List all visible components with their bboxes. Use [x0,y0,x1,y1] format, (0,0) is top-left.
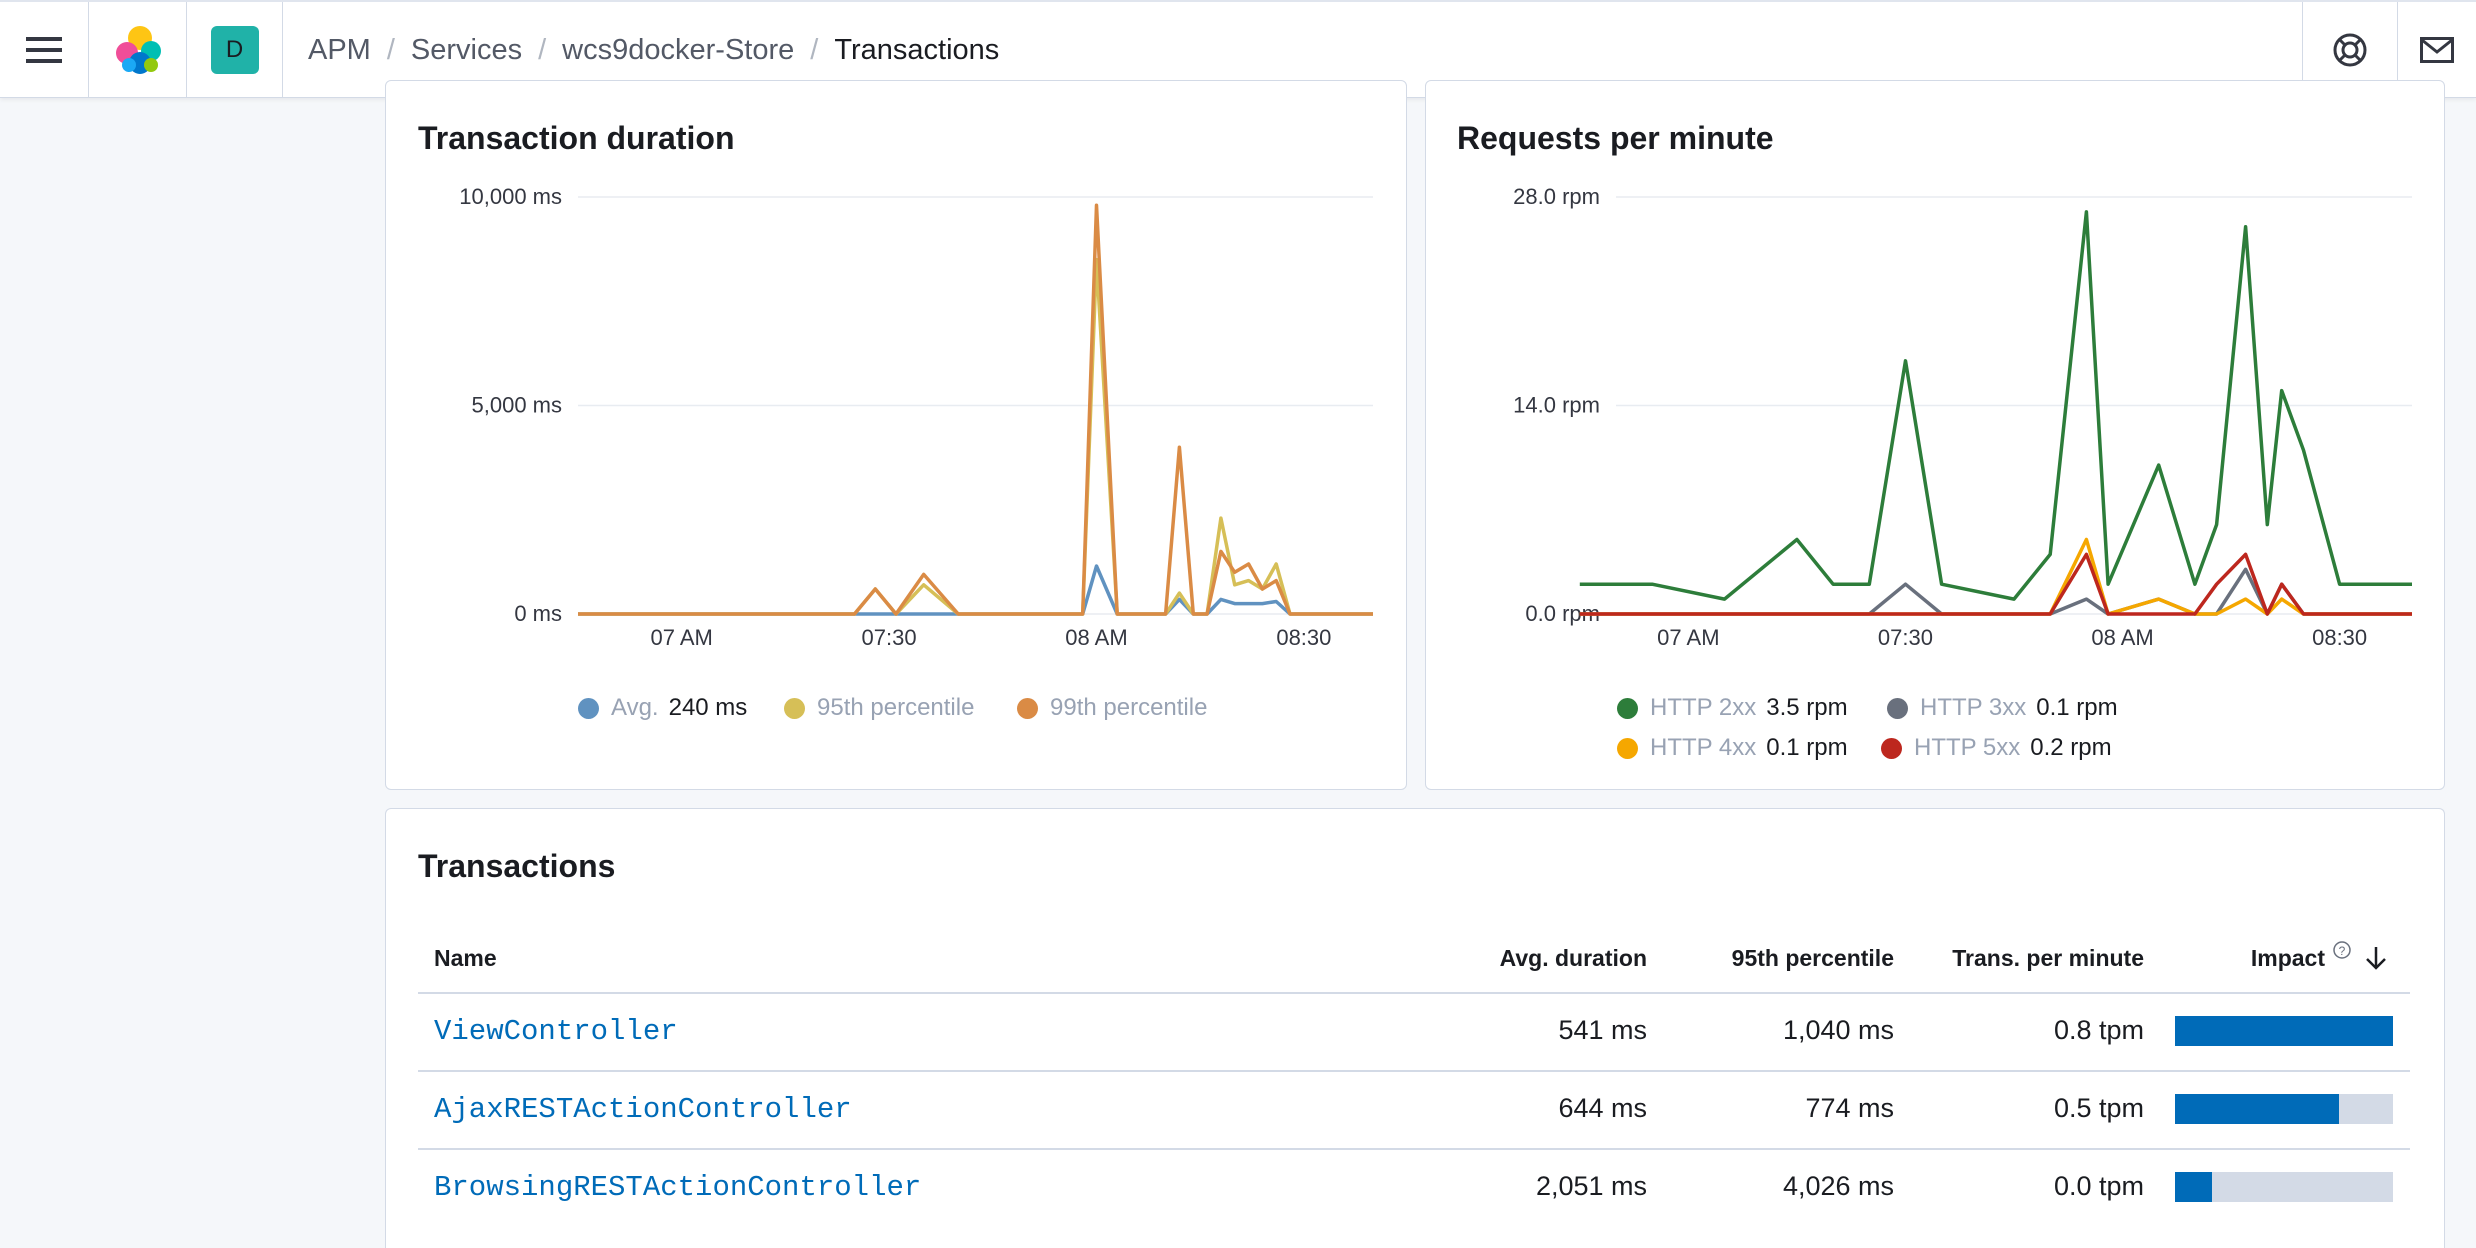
legend-value: 3.5 rpm [1766,694,1848,721]
breadcrumb-services[interactable]: Services [410,33,523,66]
y-tick-label: 5,000 ms [472,393,563,418]
legend-value: 0.2 rpm [2030,734,2112,761]
transaction-name-link[interactable]: AjaxRESTActionController [434,1093,852,1126]
mail-icon [2420,37,2454,63]
legend-item-http-2xx[interactable]: HTTP 2xx 3.5 rpm [1617,694,1848,722]
legend-item-avg[interactable]: Avg. 240 ms [578,694,747,722]
x-tick-label: 07:30 [1878,625,1933,650]
transaction-duration-chart[interactable]: 10,000 ms 5,000 ms 0 ms 07 AM 07:30 08 AM 08:3… [385,160,1407,660]
menu-button[interactable] [0,2,88,98]
series-line-http-4xx[interactable] [1579,537,2412,616]
impact-bar-fill [2175,1094,2339,1124]
x-tick-label: 08:30 [2312,625,2367,650]
series-line-99th-percentile[interactable] [578,203,1373,616]
elastic-logo [115,26,161,74]
legend-label: HTTP 3xx [1920,694,2027,721]
http-3xx-color-dot [1887,697,1908,719]
column-header-95th-percentile[interactable]: 95th percentile [1731,945,1894,971]
legend-item-p99[interactable]: 99th percentile [1017,694,1217,722]
avg-color-dot [578,697,599,719]
x-tick-label: 08 AM [1065,625,1127,650]
x-tick-label: 08 AM [2091,625,2153,650]
legend-item-p95[interactable]: 95th percentile [784,694,984,722]
newsfeed-button[interactable] [2398,2,2476,98]
x-tick-label: 07 AM [1657,625,1719,650]
transactions-title: Transactions [418,848,616,884]
header-divider [418,992,2410,994]
sort-descending-arrow-icon[interactable] [2363,944,2389,972]
y-tick-label: 10,000 ms [459,184,562,209]
legend-label: 99th percentile [1050,694,1208,721]
row-divider [418,1070,2410,1072]
column-header-trans-per-minute[interactable]: Trans. per minute [1952,945,2144,971]
p95-cell: 1,040 ms [1782,1015,1894,1045]
legend-item-http-4xx[interactable]: HTTP 4xx 0.1 rpm [1617,734,1848,762]
menu-icon [26,37,62,63]
http-5xx-color-dot [1881,737,1902,759]
column-header-impact[interactable]: Impact [2250,945,2325,971]
requests-per-minute-panel [1425,80,2445,790]
impact-bar [2175,1016,2393,1046]
breadcrumb-apm[interactable]: APM [308,33,371,66]
transactions-panel [385,808,2445,1248]
avg-duration-cell: 2,051 ms [1535,1171,1647,1201]
column-header-avg-duration[interactable]: Avg. duration [1499,945,1647,971]
transaction-name-link[interactable]: ViewController [434,1015,678,1048]
avg-duration-cell: 644 ms [1558,1093,1647,1123]
column-header-name[interactable]: Name [434,945,497,971]
series-line-95th-percentile[interactable] [578,257,1373,616]
space-avatar: D [210,26,259,74]
tpm-cell: 0.5 tpm [2053,1093,2144,1123]
home-logo-link[interactable] [89,2,186,98]
y-tick-label: 0 ms [514,601,562,626]
help-lifebuoy-icon [2333,33,2367,67]
p95-cell: 4,026 ms [1782,1171,1894,1201]
breadcrumb: APM / Services / wcs9docker-Store / Tran… [308,33,1000,66]
help-button[interactable] [2303,2,2397,98]
transaction-duration-panel [385,80,1407,790]
legend-label: HTTP 5xx [1914,734,2021,761]
p99-color-dot [1017,697,1038,719]
tpm-cell: 0.8 tpm [2053,1015,2144,1045]
transaction-name-link[interactable]: BrowsingRESTActionController [434,1171,922,1204]
space-selector[interactable]: D [187,2,282,98]
impact-bar [2175,1094,2393,1124]
legend-item-http-3xx[interactable]: HTTP 3xx 0.1 rpm [1887,694,2118,722]
x-tick-label: 07:30 [862,625,917,650]
legend-value: 240 ms [668,694,748,721]
impact-bar [2175,1172,2393,1202]
avg-duration-cell: 541 ms [1558,1015,1647,1045]
legend-value: 0.1 rpm [2036,694,2118,721]
series-line-http-2xx[interactable] [1579,210,2412,601]
x-tick-label: 07 AM [651,625,713,650]
legend-value: 0.1 rpm [1766,734,1848,761]
breadcrumb-current: Transactions [834,33,1000,66]
impact-bar-fill [2175,1016,2393,1046]
transaction-duration-title: Transaction duration [418,120,735,156]
http-2xx-color-dot [1617,697,1638,719]
info-icon[interactable]: ? [2332,940,2354,962]
row-divider [418,1148,2410,1150]
y-tick-label: 14.0 rpm [1513,393,1600,418]
http-4xx-color-dot [1617,737,1638,759]
requests-per-minute-title: Requests per minute [1457,120,1774,156]
breadcrumb-service[interactable]: wcs9docker-Store [562,33,795,66]
svg-text:?: ? [2339,944,2346,958]
impact-bar-fill [2175,1172,2213,1202]
legend-label: Avg. [611,694,659,721]
y-tick-label: 28.0 rpm [1513,184,1600,209]
legend-label: 95th percentile [817,694,975,721]
p95-color-dot [784,697,805,719]
p95-cell: 774 ms [1805,1093,1894,1123]
legend-item-http-5xx[interactable]: HTTP 5xx 0.2 rpm [1881,734,2112,762]
series-line-http-5xx[interactable] [1579,552,2412,616]
x-tick-label: 08:30 [1276,625,1331,650]
legend-label: HTTP 4xx [1650,734,1757,761]
legend-label: HTTP 2xx [1650,694,1757,721]
tpm-cell: 0.0 tpm [2053,1171,2144,1201]
